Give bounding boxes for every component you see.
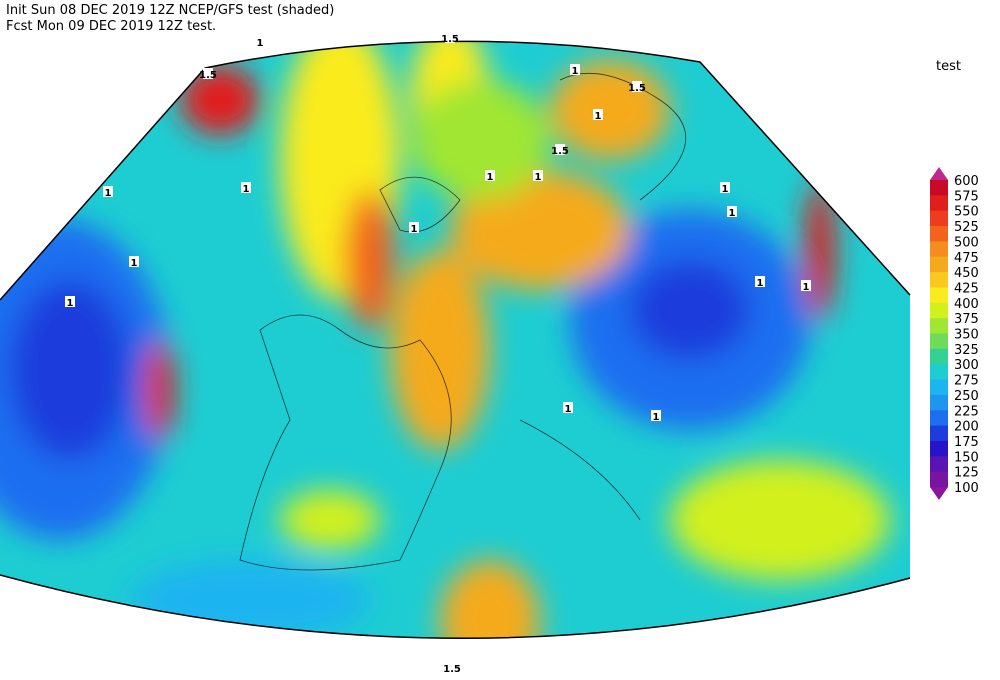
colorbar-swatch [930, 348, 948, 365]
colorbar-swatch [930, 180, 948, 196]
contour-label-bg [651, 410, 661, 421]
contour-label: 1 [803, 282, 810, 293]
contour-label: 1 [595, 111, 602, 122]
colorbar-label: 425 [954, 281, 979, 296]
colorbar-label: 225 [954, 404, 979, 419]
colorbar-swatch [930, 195, 948, 212]
colorbar-label: 200 [954, 420, 979, 435]
contour-label-bg [755, 276, 765, 287]
colorbar-swatch [930, 425, 948, 442]
colorbar-swatch [930, 210, 948, 227]
contour-label: 1 [105, 188, 112, 199]
contour-label-bg [801, 280, 811, 291]
contour-label: 1 [67, 298, 74, 309]
colorbar-label: 150 [954, 450, 979, 465]
contour-label-bg [129, 256, 139, 267]
contour-label-bg [632, 81, 642, 92]
colorbar-label: 400 [954, 297, 979, 312]
contour-label: 1 [487, 172, 494, 183]
colorbar-swatch [930, 226, 948, 242]
contour-label-bg [563, 402, 573, 413]
contour-label-bg [555, 144, 565, 155]
colorbar-swatch [930, 364, 948, 381]
header-line-1: Init Sun 08 DEC 2019 12Z NCEP/GFS test (… [6, 3, 334, 18]
colorbar-swatch [930, 410, 948, 427]
contour-label: 1.5 [443, 664, 461, 675]
colorbar-arrow-top [930, 167, 948, 180]
colorbar-label: 100 [954, 481, 979, 496]
contour-label: 1 [757, 278, 764, 289]
contour-label-bg [485, 170, 495, 181]
contour-label-bg [445, 32, 455, 43]
colorbar-label: 125 [954, 466, 979, 481]
contour-label: 1 [131, 258, 138, 269]
colorbar-swatch [930, 456, 948, 473]
legend-title: test [936, 59, 961, 74]
colorbar-label: 475 [954, 251, 979, 266]
contour-label: 1.5 [199, 70, 217, 81]
colorbar-swatch [930, 379, 948, 396]
colorbar-swatch [930, 394, 948, 411]
contour-label-bg [593, 109, 603, 120]
colorbar-swatch [930, 440, 948, 457]
colorbar-label: 325 [954, 343, 979, 358]
colorbar-label: 600 [954, 174, 979, 189]
contour-label: 1 [729, 208, 736, 219]
colorbar-label: 500 [954, 235, 979, 250]
colorbar-swatch [930, 272, 948, 288]
contour-label: 1 [572, 66, 579, 77]
colorbar-swatch [930, 471, 948, 488]
colorbar-label: 525 [954, 220, 979, 235]
contour-label: 1 [565, 404, 572, 415]
contour-label-bg [241, 182, 251, 193]
colorbar-label: 275 [954, 374, 979, 389]
colorbar-swatch [930, 302, 948, 319]
colorbar-swatch [930, 256, 948, 273]
contour-label: 1 [653, 412, 660, 423]
contour-label-bg [203, 68, 213, 79]
contour-label: 1 [722, 184, 729, 195]
colorbar-label: 450 [954, 266, 979, 281]
header-line-2: Fcst Mon 09 DEC 2019 12Z test. [6, 19, 216, 34]
colorbar-label: 300 [954, 358, 979, 373]
colorbar-label: 575 [954, 189, 979, 204]
colorbar-label: 375 [954, 312, 979, 327]
contour-label-bg [255, 36, 265, 47]
map-field [0, 41, 910, 639]
contour-label: 1 [243, 184, 250, 195]
contour-label: 1.5 [628, 83, 646, 94]
colorbar-swatch [930, 318, 948, 334]
colorbar-label: 350 [954, 328, 979, 343]
contour-label-bg [103, 186, 113, 197]
colorbar-swatch [930, 333, 948, 350]
contour-label-bg [570, 64, 580, 75]
contour-label: 1.5 [551, 146, 569, 157]
contour-label-bg [65, 296, 75, 307]
colorbar-label: 550 [954, 205, 979, 220]
contour-label-bg [720, 182, 730, 193]
colorbar-label: 250 [954, 389, 979, 404]
contour-label: 1 [411, 224, 418, 235]
contour-label-bg [447, 662, 457, 673]
colorbar-swatch [930, 287, 948, 304]
contour-label-bg [533, 170, 543, 181]
contour-label: 1.5 [441, 34, 459, 45]
colorbar-swatch [930, 241, 948, 258]
colorbar-label: 175 [954, 435, 979, 450]
contour-label: 1 [257, 38, 264, 49]
contour-label-bg [727, 206, 737, 217]
contour-label: 1 [535, 172, 542, 183]
colorbar-arrow-bottom [930, 487, 948, 500]
contour-label-bg [409, 222, 419, 233]
